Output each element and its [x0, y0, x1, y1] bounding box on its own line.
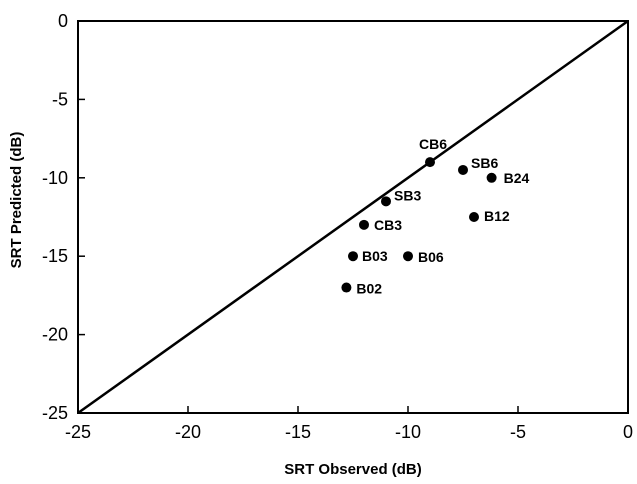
data-point — [359, 219, 369, 230]
y-tick-label: -10 — [42, 168, 68, 188]
data-point — [348, 251, 358, 262]
y-tick-label: -20 — [42, 325, 68, 345]
data-point-label: CB6 — [419, 136, 447, 152]
data-point — [458, 164, 468, 175]
data-point-label: SB3 — [394, 187, 421, 203]
identity-line — [77, 19, 629, 415]
data-point — [425, 157, 435, 168]
y-tick-label: -15 — [42, 246, 68, 266]
y-tick-label: -5 — [52, 89, 68, 109]
data-point — [341, 282, 352, 293]
data-point-label: B02 — [356, 281, 382, 297]
data-point — [469, 212, 479, 222]
data-point-label: B12 — [484, 208, 510, 224]
data-point-label: B24 — [504, 170, 530, 186]
data-point-label: B06 — [418, 249, 444, 265]
y-tick-label: -25 — [42, 403, 68, 423]
x-tick-label: -10 — [395, 422, 421, 442]
y-tick-label: 0 — [58, 11, 68, 31]
plot-frame — [77, 20, 629, 414]
data-point — [381, 196, 391, 207]
x-tick-label: 0 — [623, 422, 633, 442]
data-point — [403, 251, 413, 262]
x-tick-label: -20 — [175, 422, 201, 442]
x-tick-label: -25 — [65, 422, 91, 442]
data-point — [486, 172, 497, 183]
data-point-label: SB6 — [471, 155, 498, 171]
data-point-label: CB3 — [374, 217, 402, 233]
data-point-label: B03 — [362, 248, 388, 264]
x-tick-label: -15 — [285, 422, 311, 442]
x-tick-label: -5 — [510, 422, 526, 442]
y-axis-title: SRT Predicted (dB) — [8, 132, 25, 269]
x-axis-title: SRT Observed (dB) — [284, 461, 422, 478]
